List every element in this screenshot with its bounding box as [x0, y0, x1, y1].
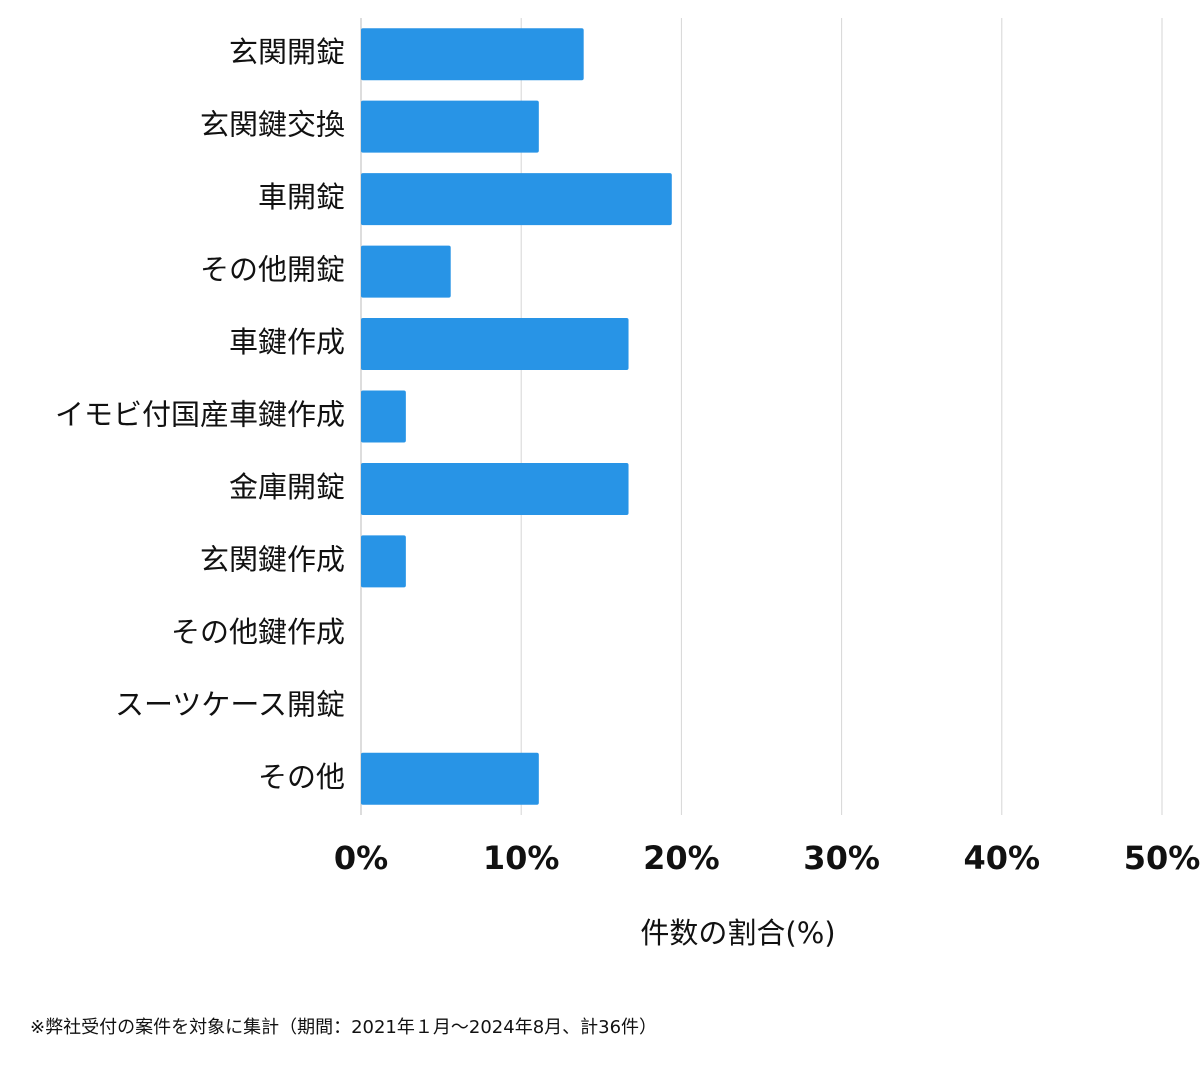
footnote: ※弊社受付の案件を対象に集計（期間：2021年１月〜2024年8月、計36件）	[30, 1017, 657, 1038]
bar	[361, 28, 584, 81]
y-tick-label: 玄関鍵交換	[200, 108, 345, 142]
bar	[361, 318, 629, 371]
bar	[361, 245, 451, 298]
y-tick-label: 金庫開錠	[229, 470, 345, 504]
y-tick-label: その他開錠	[200, 253, 345, 287]
y-tick-label: イモビ付国産車鍵作成	[55, 398, 345, 432]
y-tick-label: 玄関鍵作成	[200, 542, 345, 576]
y-tick-label: その他鍵作成	[171, 615, 345, 649]
y-tick-label: 車鍵作成	[229, 325, 345, 359]
x-tick-label: 50%	[1124, 839, 1200, 877]
bar	[361, 390, 406, 443]
bar	[361, 100, 539, 153]
bar	[361, 462, 629, 515]
y-tick-label: 車開錠	[258, 180, 345, 214]
x-tick-label: 30%	[803, 839, 880, 877]
x-tick-label: 20%	[643, 839, 720, 877]
x-tick-label: 10%	[483, 839, 560, 877]
x-tick-label: 0%	[334, 839, 388, 877]
y-tick-label: スーツケース開錠	[115, 687, 345, 721]
x-tick-label: 40%	[964, 839, 1041, 877]
bar	[361, 173, 672, 226]
bar	[361, 535, 406, 588]
y-tick-label: 玄関開錠	[229, 35, 345, 69]
bar	[361, 752, 539, 805]
x-axis-label: 件数の割合(%)	[640, 916, 835, 950]
y-tick-label: その他	[258, 760, 345, 794]
